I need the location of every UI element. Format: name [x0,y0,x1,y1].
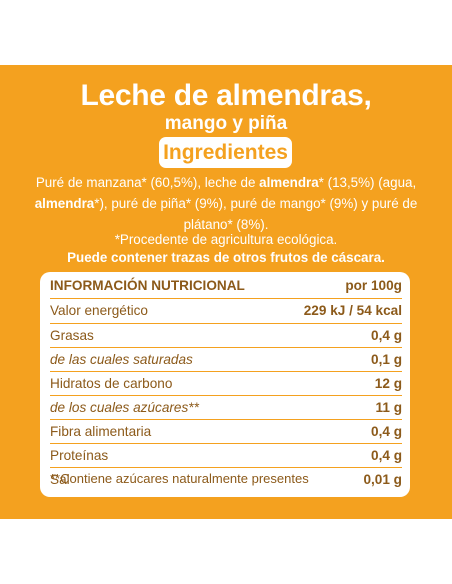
nutrient-label: Proteínas [50,448,108,463]
product-subtitle: mango y piña [0,113,452,135]
nutrient-value: 229 kJ / 54 kcal [304,303,402,318]
product-card: Leche de almendras, mango y piña Ingredi… [0,65,452,519]
nutrition-row: de las cuales saturadas 0,1 g [50,349,402,371]
nutrition-row: Hidratos de carbono 12 g [50,373,402,395]
nutrition-row: Valor energético 229 kJ / 54 kcal [50,300,402,322]
nutrient-label: Grasas [50,328,94,343]
nutrient-label: Fibra alimentaria [50,424,151,439]
nutrition-row: Proteínas 0,4 g [50,445,402,467]
nutrient-value: 12 g [375,376,402,391]
nutrition-row: Grasas 0,4 g [50,325,402,347]
product-title: Leche de almendras, [0,79,452,113]
divider [50,298,402,299]
nutrient-label: de las cuales saturadas [50,352,193,367]
nutrient-value: 0,4 g [371,328,402,343]
nutrient-value: 0,01 g [363,472,402,487]
nutrient-value: 0,1 g [371,352,402,367]
nutrient-value: 0,4 g [371,448,402,463]
divider [50,371,402,372]
allergen-warning: Puede contener trazas de otros frutos de… [30,250,422,265]
nutrient-label: Hidratos de carbono [50,376,172,391]
nutrition-header-label: INFORMACIÓN NUTRICIONAL [50,278,245,293]
nutrient-value: 0,4 g [371,424,402,439]
nutrition-header-value: por 100g [345,278,402,293]
nutrient-value: 11 g [376,400,402,415]
nutrition-row: de los cuales azúcares** 11 g [50,397,402,419]
organic-note: *Procedente de agricultura ecológica. [30,229,422,250]
divider [50,323,402,324]
divider [50,467,402,468]
ingredients-badge: Ingredientes [159,137,292,168]
ingredients-text: Puré de manzana* (60,5%), leche de almen… [30,172,422,235]
divider [50,419,402,420]
nutrition-footnote: **Contiene azúcares naturalmente present… [50,471,309,486]
divider [50,443,402,444]
divider [50,347,402,348]
divider [50,395,402,396]
nutrient-label: Valor energético [50,303,148,318]
nutrition-row: Fibra alimentaria 0,4 g [50,421,402,443]
nutrition-header: INFORMACIÓN NUTRICIONAL por 100g [50,275,402,297]
nutrient-label: de los cuales azúcares** [50,400,199,415]
nutrition-table: INFORMACIÓN NUTRICIONAL por 100g Valor e… [40,272,410,497]
